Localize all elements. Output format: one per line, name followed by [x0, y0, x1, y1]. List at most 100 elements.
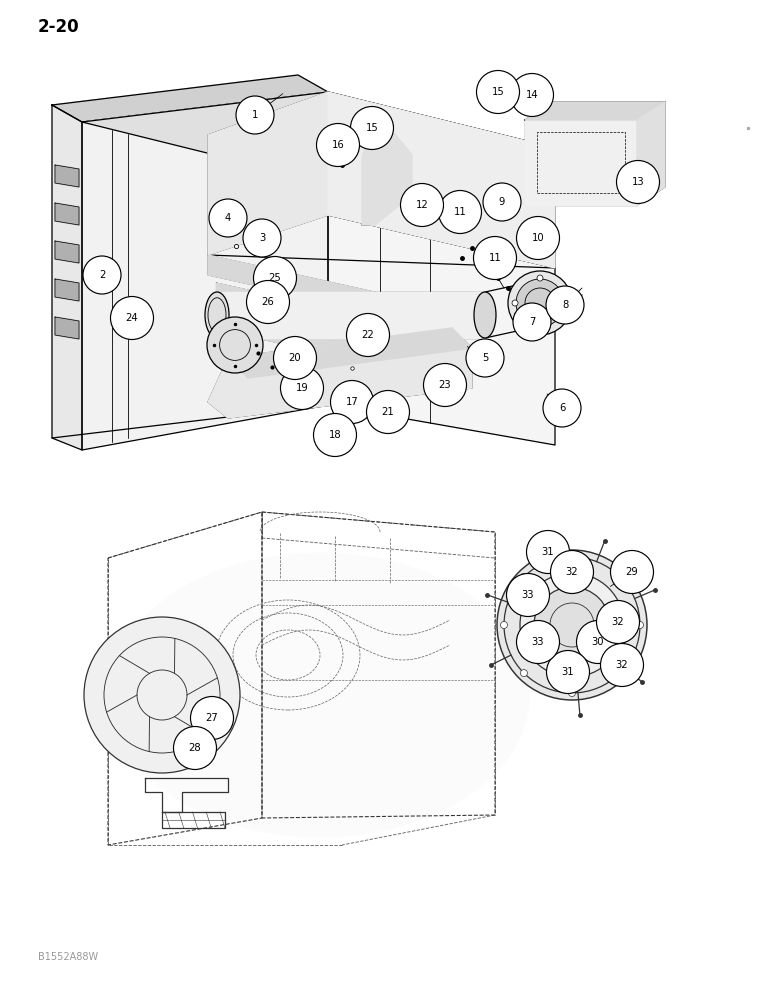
Polygon shape — [55, 279, 79, 301]
Polygon shape — [208, 255, 388, 315]
Polygon shape — [55, 317, 79, 339]
Circle shape — [516, 620, 559, 664]
Text: 6: 6 — [558, 403, 566, 413]
Text: 16: 16 — [332, 140, 345, 150]
Text: 11: 11 — [488, 253, 502, 263]
Text: 27: 27 — [206, 713, 218, 723]
Circle shape — [331, 380, 374, 424]
Polygon shape — [55, 241, 79, 263]
Text: 25: 25 — [268, 273, 282, 283]
Circle shape — [616, 670, 623, 677]
Polygon shape — [525, 120, 637, 205]
Circle shape — [438, 190, 481, 233]
Circle shape — [526, 530, 569, 574]
Polygon shape — [637, 102, 665, 205]
Text: 19: 19 — [296, 383, 308, 393]
Circle shape — [510, 73, 554, 116]
Circle shape — [314, 414, 356, 456]
Circle shape — [569, 554, 576, 560]
Text: 12: 12 — [416, 200, 428, 210]
Circle shape — [543, 389, 581, 427]
Circle shape — [243, 219, 281, 257]
Text: 7: 7 — [529, 317, 535, 327]
Circle shape — [497, 550, 647, 700]
Circle shape — [317, 123, 360, 166]
Circle shape — [506, 574, 549, 616]
Circle shape — [209, 199, 247, 237]
Circle shape — [466, 339, 504, 377]
Circle shape — [346, 314, 389, 357]
Polygon shape — [52, 105, 82, 450]
Text: 26: 26 — [261, 297, 275, 307]
Circle shape — [477, 70, 519, 113]
Circle shape — [534, 587, 610, 663]
Circle shape — [547, 650, 590, 694]
Text: 20: 20 — [289, 353, 301, 363]
Circle shape — [537, 275, 543, 281]
Circle shape — [611, 550, 654, 593]
Text: 30: 30 — [592, 637, 604, 647]
Polygon shape — [208, 328, 472, 418]
Polygon shape — [525, 102, 665, 120]
Polygon shape — [55, 203, 79, 225]
Text: 32: 32 — [612, 617, 624, 627]
Text: 31: 31 — [541, 547, 555, 557]
Circle shape — [367, 390, 410, 434]
Circle shape — [508, 271, 572, 335]
Circle shape — [424, 363, 466, 406]
Text: 29: 29 — [626, 567, 638, 577]
Circle shape — [207, 317, 263, 373]
Circle shape — [84, 617, 240, 773]
Text: B1552A88W: B1552A88W — [38, 952, 98, 962]
Circle shape — [537, 325, 543, 331]
Polygon shape — [328, 92, 555, 445]
Circle shape — [236, 96, 274, 134]
Text: 18: 18 — [328, 430, 342, 440]
Text: 13: 13 — [632, 177, 644, 187]
Text: 3: 3 — [259, 233, 265, 243]
Text: 28: 28 — [189, 743, 201, 753]
Circle shape — [274, 336, 317, 379]
Circle shape — [190, 696, 233, 740]
Ellipse shape — [205, 292, 229, 338]
Polygon shape — [55, 165, 79, 187]
Ellipse shape — [110, 552, 530, 838]
Polygon shape — [362, 118, 412, 225]
Text: 33: 33 — [522, 590, 534, 600]
Circle shape — [516, 279, 564, 327]
Circle shape — [551, 550, 594, 593]
Polygon shape — [225, 311, 405, 371]
Polygon shape — [217, 292, 485, 338]
Circle shape — [601, 644, 644, 686]
Text: 2-20: 2-20 — [38, 18, 80, 36]
Circle shape — [246, 280, 289, 324]
Circle shape — [513, 303, 551, 341]
Polygon shape — [328, 92, 555, 268]
Text: 11: 11 — [454, 207, 466, 217]
Text: 4: 4 — [225, 213, 231, 223]
Polygon shape — [216, 283, 396, 343]
Circle shape — [473, 236, 516, 279]
Circle shape — [350, 106, 393, 149]
Circle shape — [281, 366, 324, 410]
Circle shape — [516, 217, 559, 259]
Circle shape — [254, 256, 296, 300]
Circle shape — [400, 184, 444, 227]
Circle shape — [173, 726, 217, 770]
Text: 31: 31 — [562, 667, 574, 677]
Text: 10: 10 — [532, 233, 544, 243]
Text: 32: 32 — [615, 660, 629, 670]
Text: 15: 15 — [491, 87, 505, 97]
Text: 22: 22 — [362, 330, 374, 340]
Circle shape — [520, 670, 527, 677]
Circle shape — [616, 160, 660, 204]
Polygon shape — [208, 92, 328, 255]
Circle shape — [576, 620, 619, 664]
Text: 15: 15 — [366, 123, 378, 133]
Text: 17: 17 — [346, 397, 358, 407]
Circle shape — [483, 183, 521, 221]
Circle shape — [83, 256, 121, 294]
Text: 23: 23 — [438, 380, 452, 390]
Polygon shape — [82, 92, 555, 178]
Polygon shape — [228, 328, 472, 378]
